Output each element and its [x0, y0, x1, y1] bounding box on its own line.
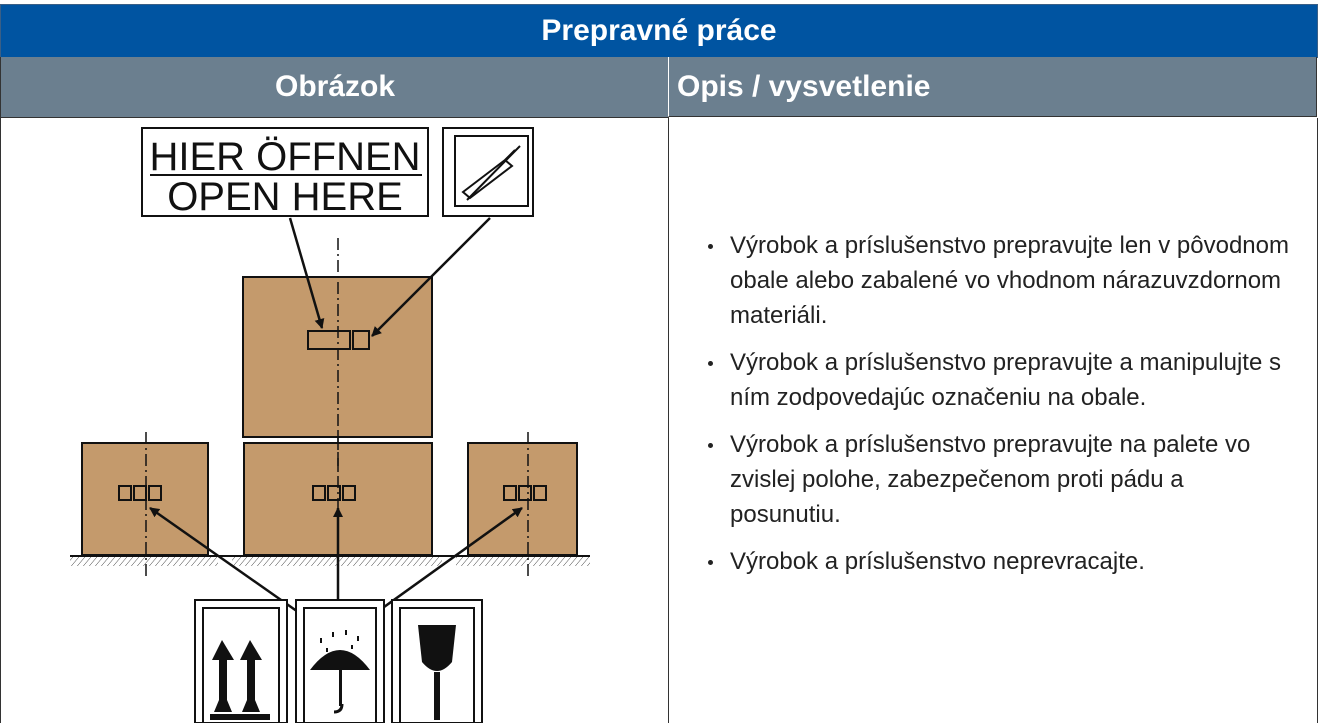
column-divider — [668, 118, 669, 723]
table-title: Prepravné práce — [0, 4, 1318, 58]
bullet-item: Výrobok a príslušenstvo prepravujte a ma… — [700, 345, 1290, 415]
bullet-item: Výrobok a príslušenstvo neprevracajte. — [700, 544, 1290, 579]
label-text: OPEN HERE — [167, 175, 403, 219]
ground — [70, 555, 590, 566]
bullet-list: Výrobok a príslušenstvo prepravujte len … — [700, 228, 1290, 591]
border — [0, 118, 1, 723]
column-header: Opis / vysvetlenie — [668, 57, 1317, 117]
bullet-item: Výrobok a príslušenstvo prepravujte na p… — [700, 427, 1290, 532]
column-header: Obrázok — [0, 57, 669, 118]
label-text: HIER ÖFFNEN — [149, 135, 420, 179]
bullet-item: Výrobok a príslušenstvo prepravujte len … — [700, 228, 1290, 333]
transport-illustration: HIER ÖFFNEN OPEN HERE — [70, 127, 590, 723]
